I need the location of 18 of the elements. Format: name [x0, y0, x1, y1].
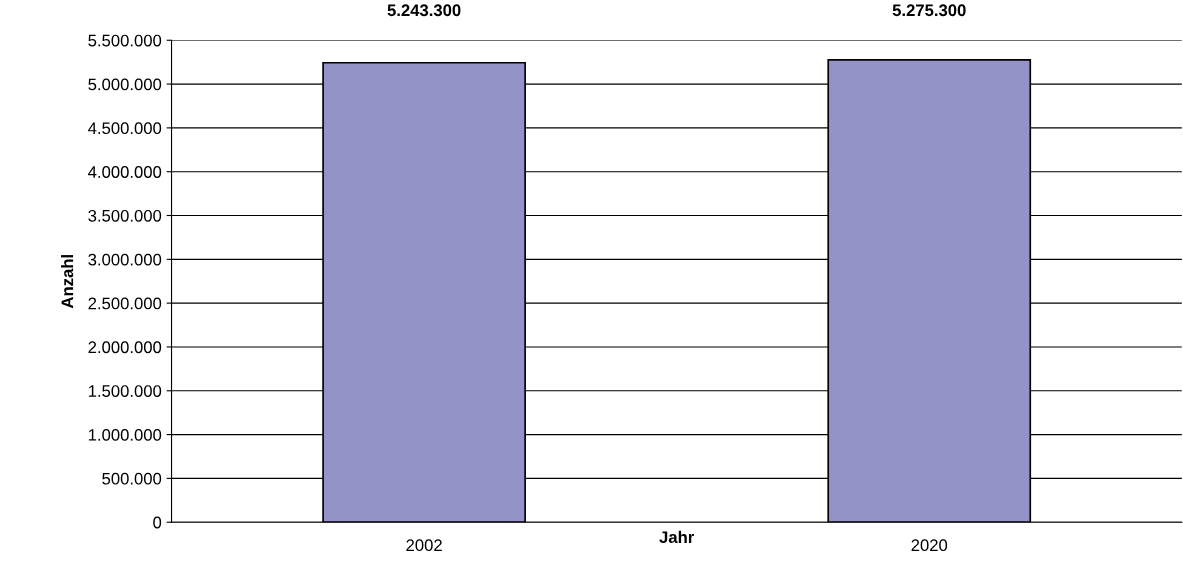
y-tick-label: 500.000 — [102, 472, 162, 485]
x-tick-label: 2002 — [406, 539, 442, 552]
x-axis-title: Jahr — [659, 530, 695, 544]
data-label: 5.275.300 — [892, 4, 966, 17]
y-tick-label: 5.500.000 — [88, 34, 162, 47]
y-tick-label: 4.500.000 — [88, 122, 162, 135]
y-tick-label: 1.000.000 — [88, 428, 162, 441]
y-tick-label: 2.500.000 — [88, 297, 162, 310]
y-tick-label: 2.000.000 — [88, 341, 162, 354]
y-tick-label: 0 — [153, 516, 162, 529]
y-axis-title: Anzahl — [61, 255, 74, 309]
y-tick-label: 1.500.000 — [88, 385, 162, 397]
x-tick-label: 2020 — [911, 539, 948, 552]
y-tick-label: 3.000.000 — [88, 253, 162, 266]
y-tick-label: 4.000.000 — [88, 166, 162, 178]
y-tick-label: 5.000.000 — [88, 78, 162, 91]
y-tick-label: 3.500.000 — [88, 209, 162, 222]
data-label: 5.243.300 — [387, 4, 461, 17]
